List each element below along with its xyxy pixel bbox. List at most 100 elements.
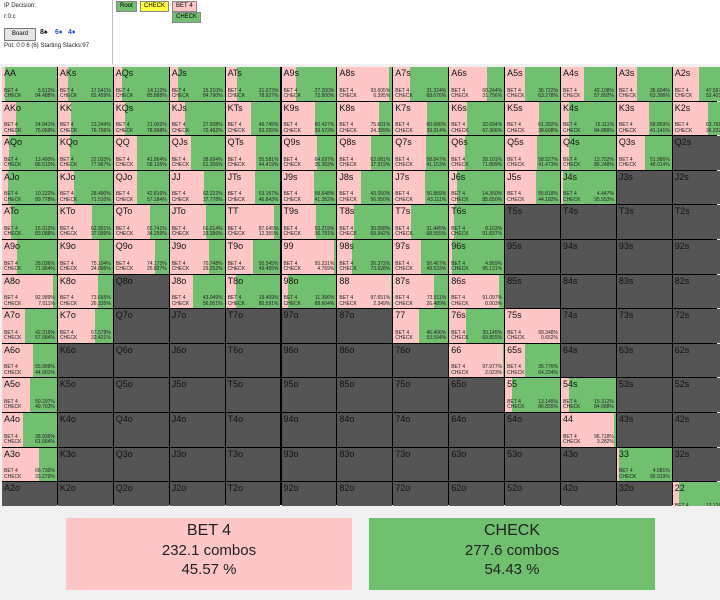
- hand-cell-A4s[interactable]: BET 4 CHECK 42.108% 57.892% A4s: [561, 67, 616, 101]
- hand-cell-T2s[interactable]: T2s: [672, 205, 720, 239]
- hand-cell-Q2s[interactable]: Q2s: [672, 136, 720, 170]
- hand-cell-65s[interactable]: BET 4 CHECK 35.776% 64.224% 65s: [505, 343, 560, 378]
- hand-cell-98s[interactable]: BET 4 CHECK 26.372% 73.628% 98s: [337, 240, 393, 274]
- hand-cell-86s[interactable]: BET 4 CHECK 91.097% 8.903% 86s: [449, 274, 505, 309]
- hand-cell-65o[interactable]: 65o: [449, 378, 505, 412]
- hand-cell-K7o[interactable]: BET 4 CHECK 67.579% 32.421% K7o: [57, 309, 113, 343]
- hand-cell-Q8s[interactable]: BET 4 CHECK 62.081% 37.919% Q8s: [337, 136, 393, 170]
- hand-cell-K4o[interactable]: K4o: [57, 413, 113, 447]
- hand-cell-QQ[interactable]: BET 4 CHECK 41.864% 58.136% QQ: [113, 136, 169, 170]
- hand-cell-75o[interactable]: 75o: [393, 378, 449, 412]
- hand-cell-J9o[interactable]: BET 4 CHECK 70.748% 29.252% J9o: [169, 240, 225, 274]
- hand-cell-53o[interactable]: 53o: [505, 447, 560, 482]
- hand-cell-97s[interactable]: BET 4 CHECK 50.467% 49.533% 97s: [393, 240, 449, 274]
- hand-cell-T7o[interactable]: T7o: [225, 309, 281, 343]
- hand-cell-Q6o[interactable]: Q6o: [113, 343, 169, 378]
- hand-cell-95s[interactable]: 95s: [505, 240, 560, 274]
- hand-cell-74s[interactable]: 74s: [561, 309, 616, 343]
- hand-cell-K6o[interactable]: K6o: [57, 343, 113, 378]
- hand-cell-84o[interactable]: 84o: [337, 413, 393, 447]
- hand-cell-T3o[interactable]: T3o: [225, 447, 281, 482]
- tree-node-bet-4[interactable]: BET 4: [172, 1, 197, 12]
- hand-cell-82s[interactable]: 82s: [672, 274, 720, 309]
- hand-cell-KJs[interactable]: BET 4 CHECK 27.508% 72.492% KJs: [169, 101, 225, 136]
- hand-cell-63o[interactable]: 63o: [449, 447, 505, 482]
- hand-cell-75s[interactable]: BET 4 CHECK 99.348% 0.652% 75s: [505, 309, 560, 343]
- hand-cell-88[interactable]: BET 4 CHECK 97.651% 2.349% 88: [337, 274, 393, 309]
- hand-cell-94o[interactable]: 94o: [281, 413, 337, 447]
- hand-cell-A9s[interactable]: BET 4 CHECK 27.200% 72.800% A9s: [281, 67, 337, 101]
- hand-cell-54o[interactable]: 54o: [505, 413, 560, 447]
- hand-cell-TT[interactable]: BET 4 CHECK 87.645% 12.355% TT: [225, 205, 281, 239]
- hand-cell-52s[interactable]: 52s: [672, 378, 720, 412]
- hand-cell-99[interactable]: BET 4 CHECK 95.231% 4.769% 99: [281, 240, 337, 274]
- hand-cell-KJo[interactable]: BET 4 CHECK 28.490% 71.510% KJo: [57, 170, 113, 205]
- hand-cell-92s[interactable]: 92s: [672, 240, 720, 274]
- hand-cell-Q7s[interactable]: BET 4 CHECK 58.847% 41.153% Q7s: [393, 136, 449, 170]
- hand-cell-A7o[interactable]: BET 4 CHECK 42.316% 57.684% A7o: [2, 309, 57, 343]
- hand-cell-T9s[interactable]: BET 4 CHECK 63.219% 36.781% T9s: [281, 205, 337, 239]
- hand-cell-T4o[interactable]: T4o: [225, 413, 281, 447]
- hand-cell-AJo[interactable]: BET 4 CHECK 10.222% 89.778% AJo: [2, 170, 57, 205]
- hand-cell-Q4o[interactable]: Q4o: [113, 413, 169, 447]
- hand-cell-T4s[interactable]: T4s: [561, 205, 616, 239]
- hand-cell-K9o[interactable]: BET 4 CHECK 75.104% 24.896% K9o: [57, 240, 113, 274]
- hand-cell-76o[interactable]: 76o: [393, 343, 449, 378]
- hand-cell-AQo[interactable]: BET 4 CHECK 13.490% 86.510% AQo: [2, 136, 57, 170]
- hand-cell-K4s[interactable]: BET 4 CHECK 15.111% 84.889% K4s: [561, 101, 616, 136]
- hand-cell-J4s[interactable]: BET 4 CHECK 4.447% 95.553% J4s: [561, 170, 616, 205]
- hand-cell-55[interactable]: BET 4 CHECK 13.145% 86.855% 55: [505, 378, 560, 412]
- hand-cell-JJ[interactable]: BET 4 CHECK 62.222% 37.778% JJ: [169, 170, 225, 205]
- hand-cell-T6o[interactable]: T6o: [225, 343, 281, 378]
- hand-cell-T3s[interactable]: T3s: [616, 205, 672, 239]
- hand-cell-A8o[interactable]: BET 4 CHECK 92.989% 7.011% A8o: [2, 274, 57, 309]
- hand-cell-Q4s[interactable]: BET 4 CHECK 13.752% 86.248% Q4s: [561, 136, 616, 170]
- hand-cell-T5o[interactable]: T5o: [225, 378, 281, 412]
- hand-cell-KTs[interactable]: BET 4 CHECK 46.745% 53.255% KTs: [225, 101, 281, 136]
- hand-cell-J3o[interactable]: J3o: [169, 447, 225, 482]
- hand-cell-J3s[interactable]: J3s: [616, 170, 672, 205]
- hand-cell-ATs[interactable]: BET 4 CHECK 21.073% 78.927% ATs: [225, 67, 281, 101]
- hand-cell-K2s[interactable]: BET 4 CHECK 63.768% 36.232% K2s: [672, 101, 720, 136]
- hand-cell-J2s[interactable]: J2s: [672, 170, 720, 205]
- hand-cell-A7s[interactable]: BET 4 CHECK 31.324% 68.676% A7s: [393, 67, 449, 101]
- hand-cell-J5s[interactable]: BET 4 CHECK 55.818% 44.182% J5s: [505, 170, 560, 205]
- hand-cell-AQs[interactable]: BET 4 CHECK 14.112% 85.888% AQs: [113, 67, 169, 101]
- hand-cell-K9s[interactable]: BET 4 CHECK 60.427% 39.573% K9s: [281, 101, 337, 136]
- hand-cell-64s[interactable]: 64s: [561, 343, 616, 378]
- hand-cell-K5s[interactable]: BET 4 CHECK 61.392% 38.608% K5s: [505, 101, 560, 136]
- hand-cell-A3s[interactable]: BET 4 CHECK 36.604% 63.396% A3s: [616, 67, 672, 101]
- hand-cell-53s[interactable]: 53s: [616, 378, 672, 412]
- hand-cell-Q6s[interactable]: BET 4 CHECK 28.101% 71.899% Q6s: [449, 136, 505, 170]
- hand-cell-A6o[interactable]: BET 4 CHECK 55.999% 44.001% A6o: [2, 343, 57, 378]
- hand-cell-T8s[interactable]: BET 4 CHECK 30.058% 69.942% T8s: [337, 205, 393, 239]
- hand-cell-54s[interactable]: BET 4 CHECK 15.312% 84.688% 54s: [561, 378, 616, 412]
- hand-cell-76s[interactable]: BET 4 CHECK 30.145% 69.855% 76s: [449, 309, 505, 343]
- hand-cell-K3s[interactable]: BET 4 CHECK 58.859% 41.141% K3s: [616, 101, 672, 136]
- hand-cell-87s[interactable]: BET 4 CHECK 73.511% 26.489% 87s: [393, 274, 449, 309]
- hand-cell-JTs[interactable]: BET 4 CHECK 53.157% 46.843% JTs: [225, 170, 281, 205]
- hand-cell-J7s[interactable]: BET 4 CHECK 56.889% 43.111% J7s: [393, 170, 449, 205]
- hand-cell-J9s[interactable]: BET 4 CHECK 58.648% 41.352% J9s: [281, 170, 337, 205]
- hand-cell-KQs[interactable]: BET 4 CHECK 21.002% 78.998% KQs: [113, 101, 169, 136]
- hand-cell-93s[interactable]: 93s: [616, 240, 672, 274]
- hand-cell-87o[interactable]: 87o: [337, 309, 393, 343]
- hand-cell-44[interactable]: BET 4 CHECK 96.718% 3.282% 44: [561, 413, 616, 447]
- hand-cell-72s[interactable]: 72s: [672, 309, 720, 343]
- hand-cell-KTo[interactable]: BET 4 CHECK 62.901% 37.099% KTo: [57, 205, 113, 239]
- hand-cell-83s[interactable]: 83s: [616, 274, 672, 309]
- hand-cell-T7s[interactable]: BET 4 CHECK 31.445% 68.555% T7s: [393, 205, 449, 239]
- hand-cell-J7o[interactable]: J7o: [169, 309, 225, 343]
- hand-cell-J8o[interactable]: BET 4 CHECK 43.049% 56.951% J8o: [169, 274, 225, 309]
- hand-cell-AJs[interactable]: BET 4 CHECK 15.210% 84.790% AJs: [169, 67, 225, 101]
- hand-cell-43o[interactable]: 43o: [561, 447, 616, 482]
- hand-cell-K8s[interactable]: BET 4 CHECK 75.601% 24.399% K8s: [337, 101, 393, 136]
- hand-cell-Q9s[interactable]: BET 4 CHECK 64.697% 35.303% Q9s: [281, 136, 337, 170]
- hand-cell-83o[interactable]: 83o: [337, 447, 393, 482]
- hand-cell-T9o[interactable]: BET 4 CHECK 50.545% 49.455% T9o: [225, 240, 281, 274]
- hand-cell-93o[interactable]: 93o: [281, 447, 337, 482]
- hand-cell-Q7o[interactable]: Q7o: [113, 309, 169, 343]
- hand-cell-97o[interactable]: 97o: [281, 309, 337, 343]
- hand-cell-ATo[interactable]: BET 4 CHECK 16.912% 83.088% ATo: [2, 205, 57, 239]
- hand-cell-84s[interactable]: 84s: [561, 274, 616, 309]
